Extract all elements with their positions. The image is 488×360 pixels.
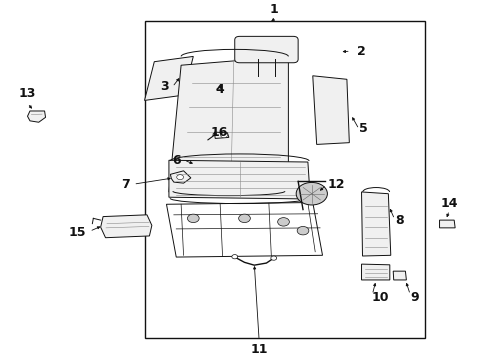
Circle shape [176, 175, 183, 180]
Bar [144, 21, 424, 338]
Text: 10: 10 [370, 291, 388, 304]
Circle shape [187, 214, 199, 222]
Polygon shape [168, 57, 288, 192]
Text: 13: 13 [19, 87, 36, 100]
Text: 5: 5 [358, 122, 367, 135]
Text: 11: 11 [250, 343, 267, 356]
Text: 14: 14 [440, 197, 457, 210]
Text: 2: 2 [356, 45, 365, 58]
Circle shape [297, 226, 308, 235]
Text: 16: 16 [210, 126, 227, 139]
Text: 1: 1 [269, 3, 278, 16]
Text: 4: 4 [215, 84, 224, 96]
Text: 9: 9 [409, 291, 418, 304]
Text: 6: 6 [172, 154, 181, 167]
Circle shape [231, 255, 237, 259]
Text: 3: 3 [160, 80, 168, 93]
Polygon shape [361, 192, 390, 256]
Polygon shape [312, 76, 348, 144]
Polygon shape [144, 57, 193, 100]
Circle shape [296, 183, 327, 205]
Text: 8: 8 [395, 213, 404, 226]
Polygon shape [168, 160, 310, 199]
Circle shape [270, 256, 276, 260]
Polygon shape [392, 271, 406, 280]
Polygon shape [101, 215, 152, 238]
Text: 7: 7 [121, 179, 130, 192]
Polygon shape [27, 111, 45, 122]
Polygon shape [439, 220, 454, 228]
Polygon shape [214, 132, 228, 139]
Text: 12: 12 [327, 179, 344, 192]
Circle shape [220, 133, 227, 138]
FancyBboxPatch shape [234, 36, 298, 63]
Circle shape [238, 214, 250, 222]
Circle shape [277, 218, 289, 226]
Polygon shape [361, 264, 389, 280]
Polygon shape [170, 171, 190, 183]
Text: 15: 15 [68, 226, 86, 239]
